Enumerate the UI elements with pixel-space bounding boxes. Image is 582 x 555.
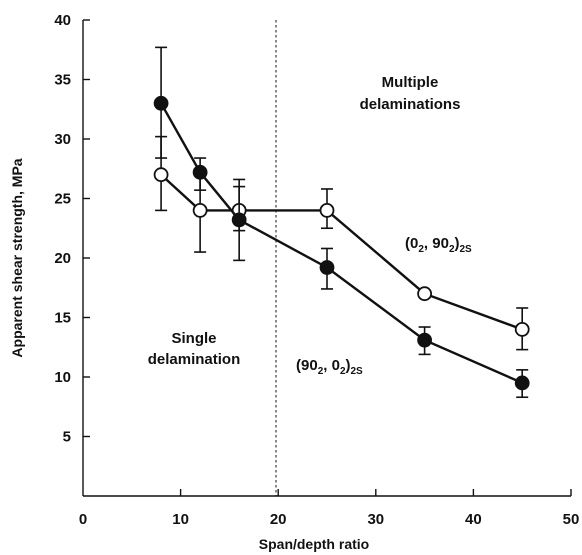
x-axis-title: Span/depth ratio <box>259 536 369 552</box>
data-point <box>319 260 335 275</box>
data-point <box>192 164 208 180</box>
data-point <box>153 95 169 111</box>
x-ticks: 0 10 20 30 40 50 <box>79 489 580 528</box>
x-tick-label: 40 <box>465 511 482 528</box>
data-point <box>417 332 433 348</box>
data-point <box>192 202 208 218</box>
series-label-90-2-0-2-2s: (902, 02)2S <box>296 357 363 377</box>
y-tick-label: 25 <box>54 191 71 208</box>
series-2 <box>153 46 530 399</box>
y-ticks: 5 10 15 20 25 30 35 40 <box>54 12 90 446</box>
x-tick-label: 20 <box>270 511 287 528</box>
data-point <box>231 212 247 228</box>
series-line <box>160 102 523 384</box>
annotation-single-line2: delamination <box>148 351 241 368</box>
annotation-single-line1: Single <box>171 330 216 347</box>
y-tick-label: 20 <box>54 250 71 267</box>
y-tick-label: 40 <box>54 12 71 29</box>
series-label-0-2-90-2-2s: (02, 902)2S <box>405 235 472 255</box>
annotation-multiple-line1: Multiple <box>382 74 439 91</box>
y-tick-label: 35 <box>54 72 71 89</box>
series-line <box>160 173 523 331</box>
series-1 <box>153 135 530 351</box>
data-point <box>514 375 530 391</box>
y-axis-title: Apparent shear strength, MPa <box>9 158 25 357</box>
annotation-multiple-line2: delaminations <box>360 96 461 113</box>
x-tick-label: 10 <box>172 511 189 528</box>
x-tick-label: 30 <box>367 511 384 528</box>
y-tick-label: 5 <box>63 429 71 446</box>
series-layer <box>153 46 530 399</box>
x-tick-label: 0 <box>79 511 87 528</box>
y-tick-label: 15 <box>54 310 71 327</box>
data-point <box>153 167 169 183</box>
y-tick-label: 10 <box>54 369 71 386</box>
x-tick-label: 50 <box>563 511 580 528</box>
data-point <box>514 321 530 337</box>
data-point <box>417 286 433 302</box>
y-tick-label: 30 <box>54 131 71 148</box>
data-point <box>319 202 335 218</box>
